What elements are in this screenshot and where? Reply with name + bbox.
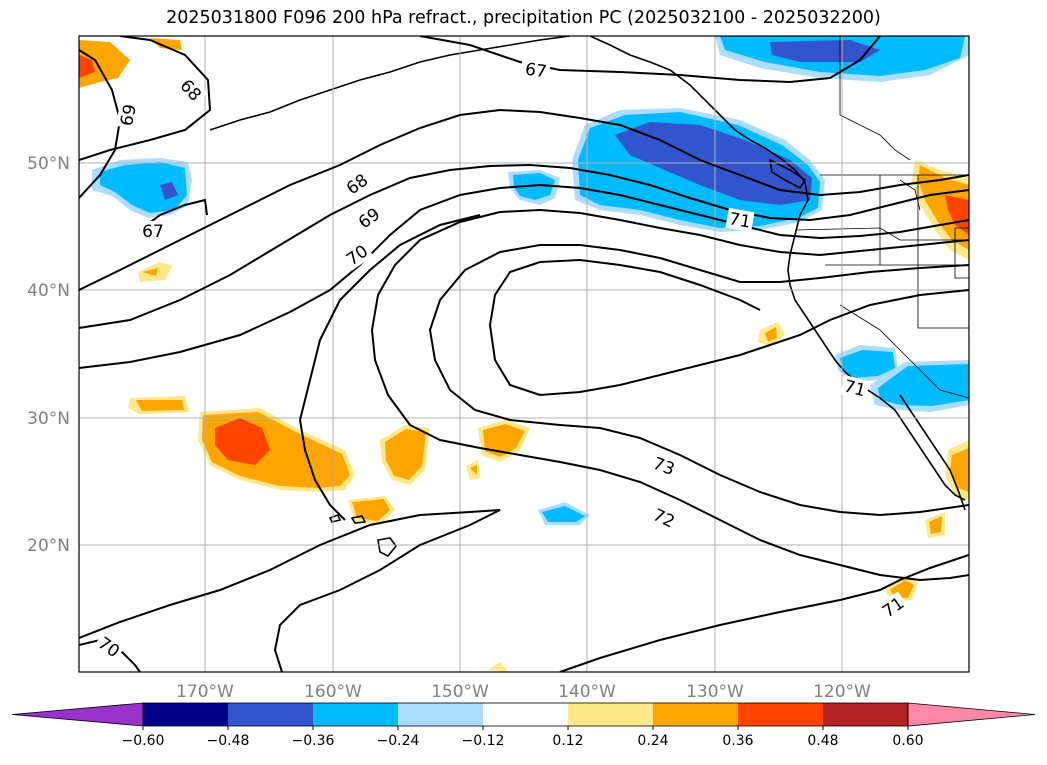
contour-south <box>559 554 969 672</box>
colorbar-tick-label: 0.36 <box>722 733 753 749</box>
colorbar-segment <box>228 703 313 726</box>
colorbar-segment <box>738 703 823 726</box>
refractivity-contours <box>79 36 969 672</box>
contour-label: 69 <box>117 103 141 128</box>
plot-frame <box>78 35 970 673</box>
anomaly-nw-corner <box>79 40 130 88</box>
colorbar-tick-label: 0.24 <box>637 733 668 749</box>
colorbar: −0.60 −0.48 −0.36 −0.24 −0.12 0.12 0.24 0.36 0.4… <box>11 702 1036 749</box>
contour-68 <box>79 108 969 291</box>
lat-label: 50°N <box>27 154 70 174</box>
lon-label: 130°W <box>686 682 744 702</box>
map-title: 2025031800 F096 200 hPa refract., precip… <box>166 8 881 28</box>
contour-73 <box>488 258 969 397</box>
contour-68-nw <box>79 36 212 161</box>
contour-70 <box>79 183 969 369</box>
contour-67-west <box>139 198 208 231</box>
contour-west-loop <box>299 214 481 421</box>
contour-67-north <box>419 36 881 84</box>
lon-label: 170°W <box>176 682 234 702</box>
lat-label: 20°N <box>27 536 70 556</box>
colorbar-tick-label: −0.24 <box>377 733 420 749</box>
colorbar-segment <box>823 703 908 726</box>
colorbar-segment <box>653 703 738 726</box>
colorbar-segment <box>568 703 653 726</box>
contour-label: 67 <box>142 222 164 242</box>
longitude-labels: 170°W 160°W 150°W 140°W 130°W 120°W <box>176 682 871 702</box>
lat-label: 30°N <box>27 409 70 429</box>
colorbar-tick-label: −0.48 <box>207 733 250 749</box>
colorbar-tick-label: −0.60 <box>122 733 165 749</box>
colorbar-extend-min <box>11 702 144 727</box>
colorbar-outline <box>142 702 909 727</box>
colorbar-segment <box>483 703 568 726</box>
colorbar-tick-label: −0.12 <box>462 733 505 749</box>
north-america-west-coast <box>787 181 966 501</box>
alaska-coastline <box>209 36 571 131</box>
coastlines <box>209 36 966 558</box>
plot-area <box>79 36 969 672</box>
colorbar-segment <box>143 703 228 726</box>
lon-label: 140°W <box>558 682 616 702</box>
contour-71 <box>370 208 969 582</box>
gridlines <box>79 36 969 672</box>
lon-label: 120°W <box>813 682 871 702</box>
colorbar-segment <box>313 703 398 726</box>
contour-label: 71 <box>727 209 752 232</box>
contour-label: 67 <box>524 60 548 83</box>
lon-label: 150°W <box>431 682 489 702</box>
contour-69 <box>79 163 969 329</box>
contour-71-south <box>299 419 346 521</box>
colorbar-extend-max <box>907 702 1036 727</box>
colorbar-tick-label: 0.12 <box>552 733 583 749</box>
latitude-labels: 50°N 40°N 30°N 20°N <box>27 154 70 556</box>
lat-label: 40°N <box>27 281 70 301</box>
colorbar-tick-label: 0.60 <box>892 733 923 749</box>
colorbar-tick-label: 0.48 <box>807 733 838 749</box>
colorbar-segment <box>398 703 483 726</box>
colorbar-tick-label: −0.36 <box>292 733 335 749</box>
contour-72-south <box>79 509 501 672</box>
lon-label: 160°W <box>304 682 362 702</box>
contour-72 <box>428 244 969 517</box>
